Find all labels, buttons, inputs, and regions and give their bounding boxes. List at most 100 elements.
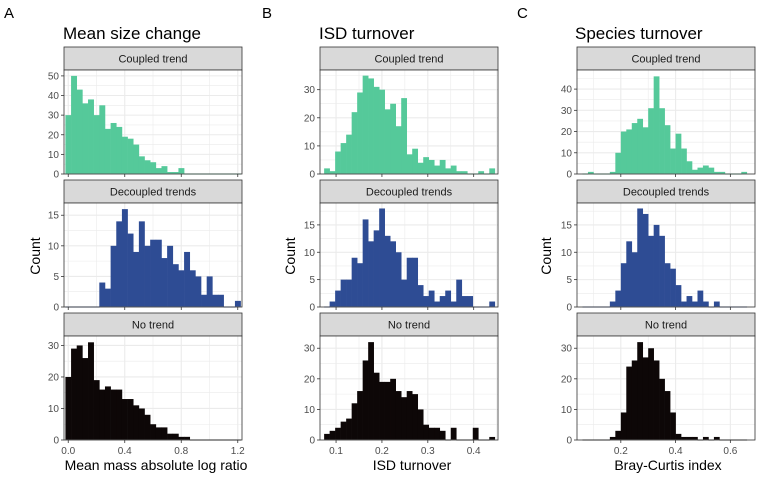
facet-decoupled-trends: Decoupled trends 0 5 10 15 (48, 179, 243, 314)
histogram-bar (127, 233, 134, 307)
y-tick-label: 0 (309, 170, 315, 181)
histogram-bar (340, 279, 347, 307)
histogram-bar (467, 296, 474, 307)
histogram-bar (99, 389, 106, 440)
facet-strip-label: No trend (645, 320, 687, 332)
histogram-bar (138, 221, 145, 307)
histogram-bar (144, 414, 151, 440)
histogram-bar (324, 433, 330, 440)
histogram-bar (138, 156, 145, 174)
histogram-bar (335, 151, 341, 174)
x-tick-label: 0.0 (61, 446, 75, 457)
histogram-bar (713, 436, 720, 440)
y-tick-label: 0 (566, 303, 572, 314)
histogram-bar (642, 127, 649, 174)
histogram-bar (664, 263, 671, 307)
histogram-bar (133, 405, 140, 440)
x-tick-label: 0.3 (421, 446, 435, 457)
histogram-bar (167, 172, 174, 174)
histogram-bar (428, 290, 435, 307)
histogram-bar (351, 112, 358, 174)
y-tick-label: 15 (561, 220, 573, 231)
histogram-bar (184, 436, 191, 440)
histogram-bar (217, 294, 224, 307)
histogram-bar (664, 391, 671, 440)
y-tick-label: 0 (53, 303, 59, 314)
y-tick-label: 20 (561, 374, 573, 385)
histogram-bar (631, 360, 638, 440)
y-tick-label: 15 (48, 211, 60, 222)
histogram-bar (368, 241, 374, 307)
facet-coupled-trend: Coupled trend 0 10 20 30 40 50 (48, 46, 243, 181)
histogram-bar (631, 252, 638, 307)
histogram-bar (489, 301, 496, 307)
figure-labels: A B C Mean size change ISD turnover Spec… (4, 5, 722, 473)
chart-column-species-turnover: Coupled trend 0 10 20 30 40 Decoupled trends 0 5… (561, 46, 756, 457)
facet-strip-label: Decoupled trends (110, 187, 197, 199)
y-tick-label: 10 (561, 248, 573, 259)
y-tick-label: 30 (561, 106, 573, 117)
y-tick-label: 30 (561, 344, 573, 355)
histogram-bar (155, 168, 162, 174)
histogram-bar (379, 381, 385, 440)
histogram-bar (620, 263, 627, 307)
histogram-bar (702, 436, 709, 440)
histogram-bar (648, 108, 654, 174)
panel-border (576, 69, 756, 175)
histogram-bar (489, 168, 496, 174)
histogram-bar (144, 160, 151, 174)
histogram-bar (379, 89, 385, 174)
y-tick-label: 30 (48, 111, 60, 122)
y-tick-label: 20 (561, 127, 573, 138)
y-axis-title-c: Count (538, 237, 554, 274)
histogram-bar (65, 115, 72, 174)
histogram-bar (390, 378, 396, 440)
histogram-bar (428, 159, 435, 174)
y-axis: 0 5 10 15 (304, 220, 320, 314)
x-axis (335, 307, 475, 310)
histogram-bar (697, 290, 704, 307)
x-tick-label: 0.6 (723, 446, 737, 457)
histogram-bar (417, 162, 424, 174)
x-axis-title-b: ISD turnover (373, 457, 452, 473)
histogram-bar (670, 412, 676, 440)
panel-border (63, 69, 243, 175)
histogram-bar (357, 92, 363, 174)
histogram-bar (697, 167, 704, 174)
histogram-bar (681, 436, 687, 440)
y-tick-label: 10 (48, 150, 60, 161)
histogram-bar (178, 436, 185, 440)
histogram-bar (692, 169, 698, 174)
histogram-bar (104, 386, 111, 440)
histogram-bar (708, 167, 715, 174)
histogram-bar (335, 427, 341, 440)
histogram-bar (439, 159, 446, 174)
y-axis: 0 5 10 15 (48, 211, 64, 314)
histogram-bar (71, 75, 78, 174)
histogram-bar (434, 427, 441, 440)
y-tick-label: 10 (48, 241, 60, 252)
histogram-bar (104, 288, 111, 307)
y-axis: 0 5 10 15 (561, 220, 577, 314)
y-tick-label: 40 (48, 91, 60, 102)
histogram-bar (104, 128, 111, 174)
histogram-bar (626, 366, 633, 440)
histogram-bar (116, 221, 123, 307)
histogram-bar (609, 171, 616, 174)
panel-border (63, 202, 243, 308)
facet-decoupled-trends: Decoupled trends 0 5 10 15 (304, 179, 499, 314)
histogram-bars (324, 342, 496, 441)
facet-strip-label: Coupled trend (118, 54, 187, 66)
chart-title-mean-size-change: Mean size change (63, 24, 201, 43)
x-tick-label: 0.2 (614, 446, 628, 457)
histogram-bar (76, 89, 83, 174)
histogram-bar (417, 409, 424, 440)
chart-title-species-turnover: Species turnover (575, 24, 703, 43)
facet-strip-label: Coupled trend (374, 54, 443, 66)
histogram-bar (653, 224, 660, 307)
histogram-bar (133, 251, 140, 307)
histogram-bar (395, 126, 402, 174)
panel-border (319, 202, 499, 308)
histogram-bar (395, 252, 402, 307)
